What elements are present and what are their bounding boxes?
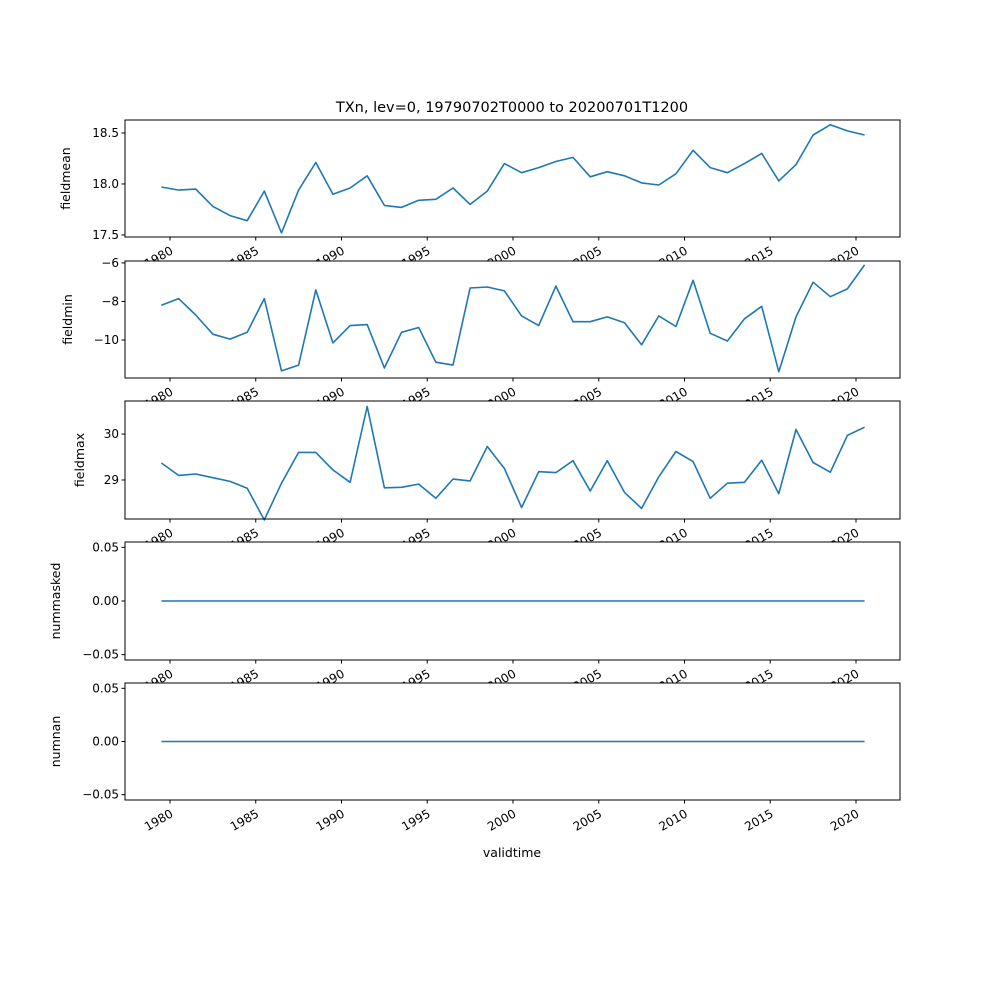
panel-numnan: −0.05 0.00 0.05 numnan 1980 1985 1990 1995 2000 2…	[48, 681, 900, 834]
y-axis-label: fieldmax	[72, 433, 87, 487]
y-tick-label: 0.05	[92, 681, 119, 695]
y-axis-label: numnan	[48, 716, 63, 768]
x-tick-label: 2005	[571, 806, 604, 833]
y-tick-label: 0.00	[92, 594, 119, 608]
y-tick-label: 0.05	[92, 540, 119, 554]
y-tick-label: −0.05	[82, 648, 119, 662]
x-tick-label: 2015	[742, 806, 775, 833]
y-tick-label: 18.5	[92, 126, 119, 140]
y-tick-label: 18.0	[92, 177, 119, 191]
x-tick-label: 2000	[485, 806, 518, 833]
plot-area	[125, 401, 900, 519]
y-axis-label: fieldmean	[58, 147, 73, 209]
y-tick-label: −10	[94, 333, 119, 347]
x-tick-label: 2020	[828, 806, 861, 833]
y-tick-label: −6	[101, 256, 119, 270]
x-tick-label: 1995	[399, 806, 432, 833]
y-tick-label: 17.5	[92, 228, 119, 242]
chart-title: TXn, lev=0, 19790702T0000 to 20200701T12…	[335, 100, 688, 116]
x-tick-label: 2010	[657, 806, 690, 833]
plot-area	[125, 261, 900, 378]
x-tick-label: 1980	[142, 806, 175, 833]
y-tick-label: 30	[104, 427, 119, 441]
y-tick-label: 29	[104, 473, 119, 487]
y-tick-label: −8	[101, 294, 119, 308]
x-tick-label: 1985	[228, 806, 261, 833]
y-axis-label: fieldmin	[60, 294, 75, 345]
x-axis-label: validtime	[483, 845, 541, 860]
y-tick-label: 0.00	[92, 735, 119, 749]
y-tick-label: −0.05	[82, 788, 119, 802]
y-axis-label: nummasked	[48, 563, 63, 640]
x-tick-label: 1990	[314, 806, 347, 833]
